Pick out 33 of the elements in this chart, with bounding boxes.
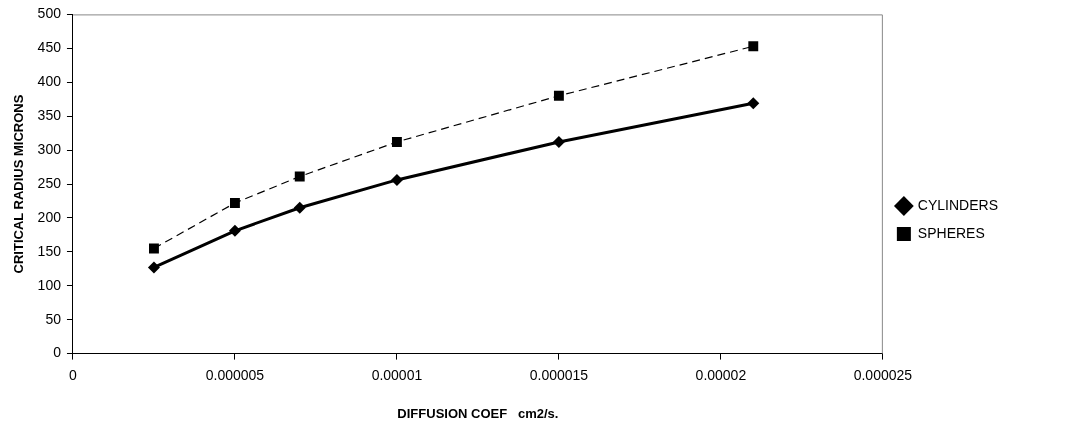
x-tick-label: 0.00001 [371,366,423,383]
x-tick-label: 0.000015 [529,366,589,383]
x-tick-label: 0.000005 [205,366,265,383]
point [390,173,403,186]
y-tick-label: 50 [45,310,62,327]
x-tick-label: 0 [69,366,78,383]
y-tick-label: 100 [37,276,62,293]
point [391,136,402,147]
point [149,243,159,254]
y-tick-label: 250 [37,174,62,191]
point [294,171,305,182]
x-tick-label: 0.00002 [695,366,747,383]
point [228,224,241,237]
point [229,198,240,208]
point [747,97,760,110]
y-tick-label: 500 [37,5,62,22]
y-tick-label: 400 [37,73,62,90]
x-tick-label: 0.000025 [853,366,913,383]
y-tick-label: 300 [37,140,62,157]
point [147,261,160,274]
point [293,201,306,214]
legend-label: CYLINDERS [917,196,999,213]
y-tick-label: 0 [53,344,62,361]
x-axis-title: DIFFUSION COEF cm2/s. [397,405,559,421]
y-tick-label: 350 [37,107,62,124]
y-tick-label: 200 [37,208,62,225]
point [748,41,759,52]
legend-label: SPHERES [917,224,985,241]
y-axis-title: CRITICAL RADIUS MICRONS [11,94,27,274]
y-tick-label: 450 [37,39,62,56]
point [552,135,565,148]
y-tick-label: 150 [37,242,62,259]
point [553,90,564,101]
